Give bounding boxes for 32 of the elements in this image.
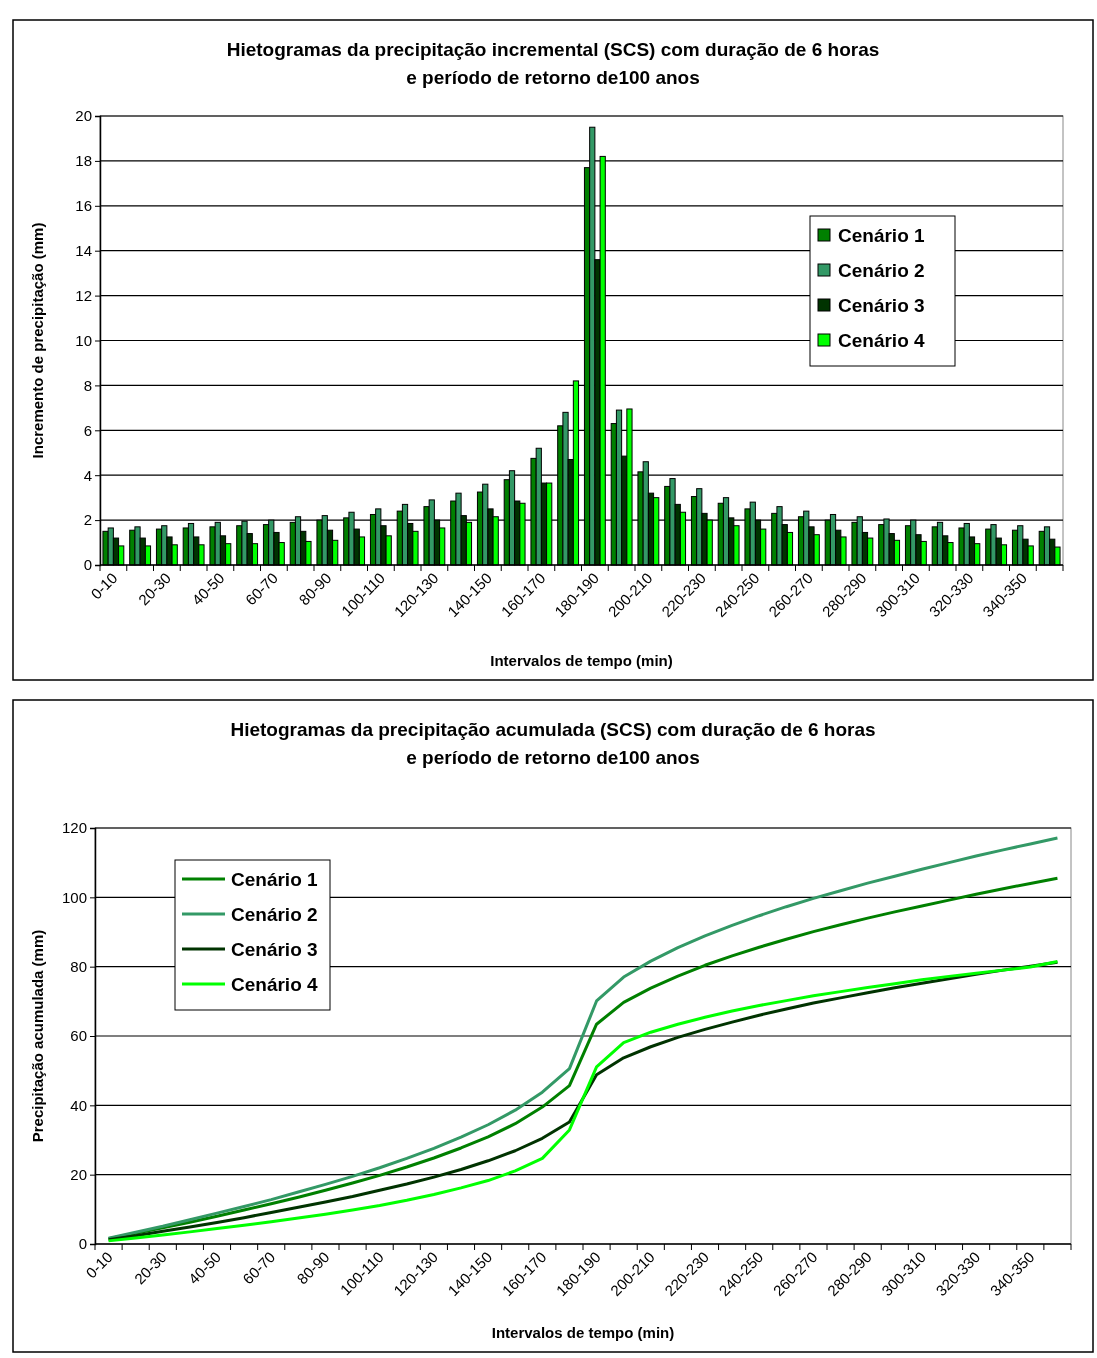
chart-title: Hietogramas da precipitação incremental (SCS) com duração de 6 horas e período de retorno de100 anos xyxy=(226,39,880,88)
y-tick-label: 80 xyxy=(70,957,87,975)
legend-label: Cenário 2 xyxy=(838,260,925,281)
legend-label: Cenário 4 xyxy=(838,330,926,351)
y-tick-label: 20 xyxy=(70,1165,87,1183)
y-tick-label: 18 xyxy=(75,152,92,170)
y-axis-title: Incremento de precipitação (mm) xyxy=(29,222,46,459)
y-tick-label: 10 xyxy=(75,331,92,349)
legend-label: Cenário 4 xyxy=(231,974,319,995)
legend-label: Cenário 1 xyxy=(231,869,319,890)
legend-label: Cenário 3 xyxy=(231,939,318,960)
chart-title: Hietogramas da precipitação acumulada (SCS) com duração de 6 horas e período de retorno de100 anos xyxy=(230,719,876,768)
y-tick-label: 16 xyxy=(75,197,92,215)
legend-label: Cenário 3 xyxy=(838,295,925,316)
y-tick-label: 40 xyxy=(70,1096,87,1114)
x-axis-title: Intervalos de tempo (min) xyxy=(490,652,673,669)
y-tick-label: 6 xyxy=(83,421,92,439)
x-axis-title: Intervalos de tempo (min) xyxy=(491,1324,675,1341)
legend-label: Cenário 2 xyxy=(231,904,318,925)
legend-label: Cenário 1 xyxy=(838,225,926,246)
y-tick-label: 12 xyxy=(75,286,92,304)
y-tick-label: 8 xyxy=(83,376,92,394)
y-tick-label: 120 xyxy=(61,819,87,837)
y-tick-label: 60 xyxy=(70,1027,87,1045)
y-tick-label: 14 xyxy=(75,242,92,259)
y-tick-label: 0 xyxy=(83,556,92,574)
y-tick-label: 4 xyxy=(83,466,92,484)
y-tick-label: 20 xyxy=(75,107,92,125)
y-tick-label: 0 xyxy=(78,1235,87,1253)
y-axis-title: Precipitação acumulada (mm) xyxy=(29,929,46,1143)
y-tick-label: 2 xyxy=(83,511,92,529)
y-tick-label: 100 xyxy=(61,888,87,906)
